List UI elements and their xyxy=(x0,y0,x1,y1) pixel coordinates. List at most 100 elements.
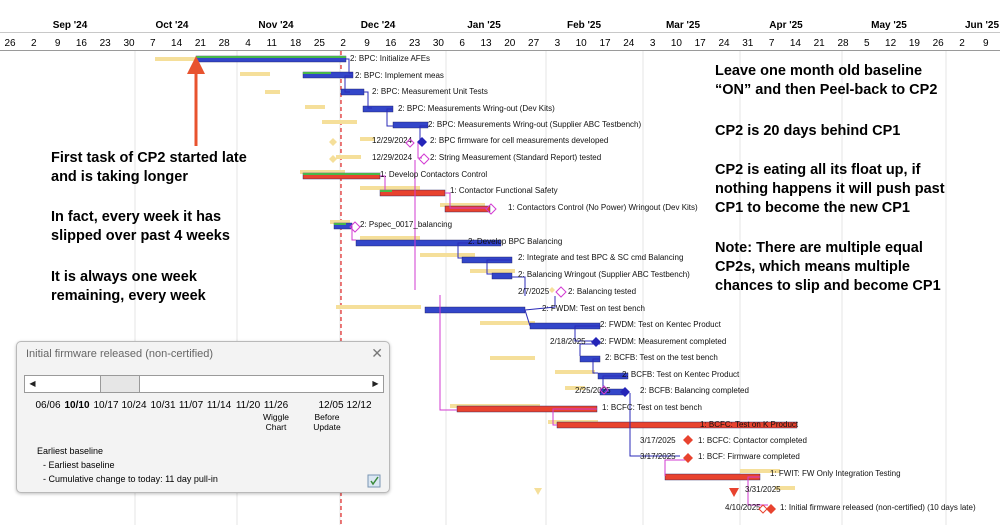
annotation-note: Note: There are multiple equal CP2s, whi… xyxy=(715,239,941,296)
tick-label[interactable]: 10/17 xyxy=(93,400,119,411)
day-label: 17 xyxy=(599,38,611,49)
day-label: 28 xyxy=(837,38,849,49)
annotation-line: First task of CP2 started late xyxy=(51,150,247,166)
tick-label[interactable]: 10/24 xyxy=(121,400,147,411)
dependency-link xyxy=(351,226,356,241)
milestone-diamond-red xyxy=(683,453,693,463)
tick-label[interactable]: 06/06 xyxy=(35,400,61,411)
annotation-float: CP2 is eating all its float up, if nothi… xyxy=(715,161,945,218)
day-label: 26 xyxy=(4,38,16,49)
tick-label[interactable]: 11/20 xyxy=(235,400,261,411)
tick-label-selected[interactable]: 10/10 xyxy=(64,400,90,411)
scroll-right-arrow-icon[interactable]: ▶ xyxy=(372,379,379,388)
annotation-line: CP2 is 20 days behind CP1 xyxy=(715,123,901,139)
task-label: 1: Initial firmware released (non-certif… xyxy=(780,503,976,512)
deadline-marker-icon xyxy=(729,488,739,497)
task-label: 2: Develop BPC Balancing xyxy=(468,237,562,246)
baseline-bar xyxy=(360,236,420,240)
baseline-bar xyxy=(240,72,270,76)
task-label: 2: FWDM: Test on Kentec Product xyxy=(600,320,722,329)
tick-label[interactable]: 11/14 xyxy=(206,400,232,411)
milestone-diamond-hollow xyxy=(485,203,497,215)
dependency-link xyxy=(439,295,457,411)
tick-label[interactable]: 10/31 xyxy=(150,400,176,411)
task-label: 2: Balancing tested xyxy=(568,287,636,296)
baseline-bar xyxy=(300,170,345,174)
task-label: 2: BPC firmware for cell measurements de… xyxy=(430,136,608,145)
baseline-bar xyxy=(265,90,280,94)
day-label: 26 xyxy=(932,38,944,49)
dependency-link xyxy=(592,358,600,374)
baseline-slider[interactable]: ◀ ▶ xyxy=(24,375,384,393)
annotation-line: Note: There are multiple equal xyxy=(715,240,923,256)
day-label: 14 xyxy=(789,38,801,49)
popup-title: Initial firmware released (non-certified… xyxy=(26,348,214,360)
day-label: 7 xyxy=(768,38,775,49)
task-label: 2: BPC: Initialize AFEs xyxy=(350,54,430,63)
month-label: Jan '25 xyxy=(467,20,501,31)
scroll-left-arrow-icon[interactable]: ◀ xyxy=(29,379,36,388)
annotation-slipped: In fact, every week it has slipped over … xyxy=(51,208,230,246)
milestone-date-label: 12/29/2024 xyxy=(372,136,413,145)
day-label: 20 xyxy=(504,38,516,49)
milestone-diamond xyxy=(591,337,601,347)
day-label: 3 xyxy=(649,38,656,49)
baseline-bar xyxy=(555,370,595,374)
day-label: 9 xyxy=(54,38,61,49)
task-bar xyxy=(355,239,502,247)
task-label: 1: Develop Contactors Control xyxy=(380,170,487,179)
day-label: 21 xyxy=(813,38,825,49)
task-label: 2: FWDM: Test on test bench xyxy=(542,304,645,313)
task-bar xyxy=(392,121,429,129)
annotation-line: In fact, every week it has xyxy=(51,209,222,225)
day-label: 24 xyxy=(623,38,635,49)
annotation-line: “ON” and then Peel-back to CP2 xyxy=(715,82,938,98)
annotation-line: chances to slip and become CP1 xyxy=(715,278,941,294)
tick-label[interactable]: 12/12 xyxy=(346,400,372,411)
tick-label[interactable]: 11/26 xyxy=(263,400,289,411)
resize-grip-icon[interactable] xyxy=(367,474,381,488)
annotation-line: It is always one week xyxy=(51,269,197,285)
day-label: 10 xyxy=(575,38,587,49)
dependency-link xyxy=(457,242,500,259)
baseline-bar xyxy=(565,386,585,390)
annotation-behind: CP2 is 20 days behind CP1 xyxy=(715,122,900,141)
annotation-line: CP2 is eating all its float up, if xyxy=(715,162,921,178)
dependency-link xyxy=(629,393,680,457)
slider-thumb[interactable] xyxy=(100,376,141,392)
month-label: May '25 xyxy=(871,20,907,31)
tick-label[interactable]: 11/07 xyxy=(178,400,204,411)
day-label: 19 xyxy=(908,38,920,49)
task-label: 2: BPC: Implement meas xyxy=(355,71,444,80)
day-label: 17 xyxy=(694,38,706,49)
day-label: 2 xyxy=(31,38,37,49)
day-label: 3 xyxy=(554,38,561,49)
day-label: 30 xyxy=(432,38,444,49)
day-label: 13 xyxy=(480,38,492,49)
annotation-one-week: It is always one week remaining, every w… xyxy=(51,268,206,306)
annotation-line: Leave one month old baseline xyxy=(715,63,923,79)
task-label: 1: BCFC: Test on K Product xyxy=(700,420,799,429)
task-bar xyxy=(340,88,365,96)
task-label: 1: Contactor Functional Safety xyxy=(450,186,558,195)
task-bar xyxy=(444,205,491,213)
month-label: Nov '24 xyxy=(258,20,294,31)
day-label: 6 xyxy=(459,38,465,49)
dependency-link xyxy=(486,259,512,275)
day-label: 25 xyxy=(313,38,325,49)
baseline-bar xyxy=(330,220,350,224)
milestone-diamond-hollow xyxy=(758,504,768,514)
milestone-diamond-red xyxy=(766,504,776,514)
day-label: 16 xyxy=(75,38,87,49)
baseline-popup[interactable]: Initial firmware released (non-certified… xyxy=(16,341,390,493)
baseline-bar xyxy=(775,486,795,490)
tick-label[interactable]: 12/05 xyxy=(318,400,344,411)
close-icon[interactable]: ✕ xyxy=(371,345,383,361)
day-label: 9 xyxy=(983,38,989,49)
day-label: 2 xyxy=(340,38,346,49)
task-label: 1: FWIT: FW Only Integration Testing xyxy=(770,469,901,478)
day-label: 14 xyxy=(171,38,183,49)
milestone-date-label: 2/25/2025 xyxy=(575,386,611,395)
header-divider xyxy=(0,32,1000,33)
task-progress xyxy=(380,190,392,192)
